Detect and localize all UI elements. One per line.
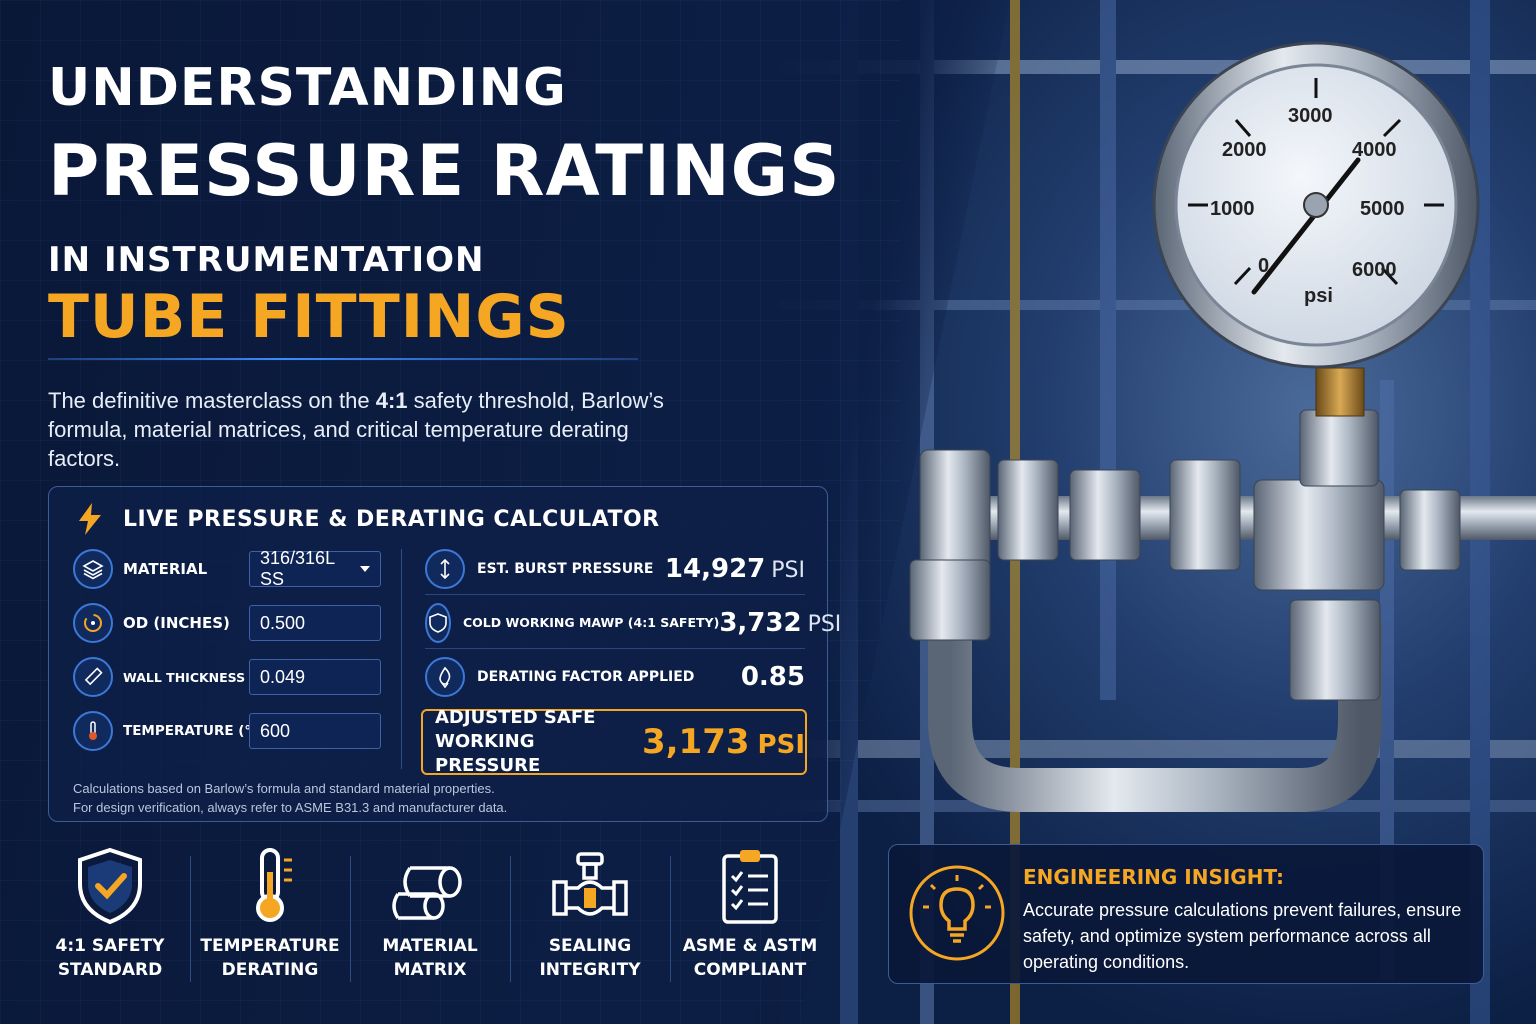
feature-safety-line2: STANDARD bbox=[57, 960, 163, 980]
feature-sealing-line1: SEALING bbox=[548, 936, 632, 956]
burst-pressure-row: EST. BURST PRESSURE 14,927 PSI bbox=[425, 543, 805, 595]
insight-title: ENGINEERING INSIGHT: bbox=[1023, 865, 1285, 889]
subtitle-before: The definitive masterclass on the bbox=[48, 388, 376, 413]
feature-asme-astm: ASME & ASTM COMPLIANT bbox=[670, 846, 830, 996]
gauge-label-4000: 4000 bbox=[1352, 139, 1397, 161]
temperature-label: TEMPERATURE (°F) bbox=[123, 723, 267, 739]
footnote-line-1: Calculations based on Barlow’s formula a… bbox=[73, 781, 495, 796]
calculator-footnote: Calculations based on Barlow’s formula a… bbox=[73, 779, 507, 817]
derating-factor-label: DERATING FACTOR APPLIED bbox=[477, 669, 695, 685]
gauge-unit: psi bbox=[1304, 285, 1333, 307]
feature-asme-line1: ASME & ASTM bbox=[682, 936, 818, 956]
feature-material-label: MATERIAL MATRIX bbox=[382, 934, 477, 982]
feature-safety-label: 4:1 SAFETY STANDARD bbox=[56, 934, 165, 982]
wall-thickness-label: WALL THICKNESS (IN.) bbox=[123, 669, 281, 685]
title-line-3: IN INSTRUMENTATION bbox=[48, 240, 485, 280]
feature-asme-label: ASME & ASTM COMPLIANT bbox=[683, 934, 818, 982]
feature-sealing-integrity: SEALING INTEGRITY bbox=[510, 846, 670, 996]
feature-temperature-derating: TEMPERATURE DERATING bbox=[190, 846, 350, 996]
thermometer-icon bbox=[256, 848, 292, 922]
gauge-label-0: 0 bbox=[1258, 255, 1269, 277]
chevron-down-icon bbox=[360, 566, 370, 572]
od-value: 0.500 bbox=[260, 612, 306, 633]
tubes-icon bbox=[392, 866, 462, 920]
feature-strip: 4:1 SAFETY STANDARD TEMPERATURE DERATING M… bbox=[30, 846, 830, 996]
adjusted-pressure-value: 3,173 PSI bbox=[642, 722, 805, 762]
adjusted-pressure-unit: PSI bbox=[757, 730, 805, 760]
material-value: 316/316L SS bbox=[260, 548, 335, 589]
shield-check-icon bbox=[78, 847, 142, 925]
temperature-input[interactable]: 600 bbox=[249, 713, 381, 749]
cold-mawp-row: COLD WORKING MAWP (4:1 SAFETY) 3,732 PSI bbox=[425, 597, 841, 649]
feature-sealing-line2: INTEGRITY bbox=[539, 960, 641, 980]
wall-thickness-row: WALL THICKNESS (IN.) 0.049 bbox=[73, 657, 381, 697]
lightbulb-icon bbox=[909, 865, 1005, 961]
derating-factor-row: DERATING FACTOR APPLIED 0.85 bbox=[425, 651, 805, 703]
gauge-label-3000: 3000 bbox=[1288, 105, 1333, 127]
feature-material-line2: MATRIX bbox=[393, 960, 467, 980]
burst-pressure-label: EST. BURST PRESSURE bbox=[477, 560, 654, 577]
pressure-calculator: LIVE PRESSURE & DERATING CALCULATOR MATE… bbox=[48, 486, 841, 822]
material-row: MATERIAL 316/316L SS bbox=[73, 548, 381, 589]
gauge-needle bbox=[1251, 157, 1361, 295]
calculator-title: LIVE PRESSURE & DERATING CALCULATOR bbox=[123, 506, 660, 532]
pressure-arrows-icon bbox=[425, 548, 465, 589]
wall-thickness-value: 0.049 bbox=[260, 666, 306, 687]
feature-asme-line2: COMPLIANT bbox=[693, 960, 807, 980]
insight-body: Accurate pressure calculations prevent f… bbox=[1023, 900, 1462, 972]
burst-pressure-number: 14,927 bbox=[664, 553, 766, 584]
footnote-line-2: For design verification, always refer to… bbox=[73, 800, 508, 815]
burst-pressure-unit: PSI bbox=[771, 557, 805, 583]
cold-mawp-unit: PSI bbox=[807, 611, 842, 637]
engineering-insight-card: ENGINEERING INSIGHT: Accurate pressure c… bbox=[888, 844, 1484, 984]
adjusted-pressure-result: ADJUSTED SAFE WORKING PRESSURE 3,173 PSI bbox=[421, 707, 807, 776]
temperature-value: 600 bbox=[260, 720, 291, 741]
title-line-1: UNDERSTANDING bbox=[48, 58, 567, 118]
shield-check-icon bbox=[425, 602, 451, 643]
gauge-label-1000: 1000 bbox=[1210, 198, 1255, 220]
thermometer-icon bbox=[73, 711, 113, 751]
subtitle-after: safety threshold, Barlow’s formula, mate… bbox=[48, 388, 664, 471]
feature-temperature-line2: DERATING bbox=[221, 960, 319, 980]
circle-gauge-icon bbox=[73, 603, 113, 643]
adjusted-pressure-number: 3,173 bbox=[641, 722, 750, 762]
feature-temperature-line1: TEMPERATURE bbox=[200, 936, 340, 956]
ruler-icon bbox=[73, 657, 113, 697]
cold-mawp-label: COLD WORKING MAWP (4:1 SAFETY) bbox=[463, 615, 720, 630]
cold-mawp-value: 3,732 PSI bbox=[719, 608, 841, 638]
lightning-bolt-icon bbox=[79, 503, 101, 535]
clipboard-checklist-icon bbox=[722, 850, 778, 924]
cold-mawp-number: 3,732 bbox=[719, 607, 802, 638]
title-line-2: PRESSURE RATINGS bbox=[48, 130, 841, 212]
layers-icon bbox=[73, 549, 113, 589]
gauge-label-5000: 5000 bbox=[1360, 198, 1405, 220]
subtitle: The definitive masterclass on the 4:1 sa… bbox=[48, 386, 668, 473]
valve-icon bbox=[552, 852, 628, 916]
wall-thickness-input[interactable]: 0.049 bbox=[249, 659, 381, 695]
calculator-header: LIVE PRESSURE & DERATING CALCULATOR bbox=[77, 503, 660, 535]
material-label: MATERIAL bbox=[123, 560, 208, 578]
feature-safety-line1: 4:1 SAFETY bbox=[55, 936, 165, 956]
od-row: OD (INCHES) 0.500 bbox=[73, 603, 381, 643]
feature-material-line1: MATERIAL bbox=[382, 936, 478, 956]
derating-factor-value: 0.85 bbox=[740, 662, 805, 692]
title-line-4: TUBE FITTINGS bbox=[48, 282, 570, 352]
feature-safety-standard: 4:1 SAFETY STANDARD bbox=[30, 846, 190, 996]
adjusted-pressure-label: ADJUSTED SAFE WORKING PRESSURE bbox=[435, 707, 596, 776]
feature-material-matrix: MATERIAL MATRIX bbox=[350, 846, 510, 996]
od-label: OD (INCHES) bbox=[123, 614, 230, 632]
material-select[interactable]: 316/316L SS bbox=[249, 548, 381, 589]
burst-pressure-value: 14,927 PSI bbox=[665, 554, 805, 584]
gauge-label-2000: 2000 bbox=[1222, 139, 1267, 161]
temperature-row: TEMPERATURE (°F) 600 bbox=[73, 711, 381, 751]
calculator-divider bbox=[401, 549, 402, 769]
flame-down-icon bbox=[425, 657, 465, 697]
subtitle-bold: 4:1 bbox=[375, 388, 408, 413]
title-divider bbox=[48, 358, 638, 360]
od-input[interactable]: 0.500 bbox=[249, 605, 381, 641]
feature-temperature-label: TEMPERATURE DERATING bbox=[200, 934, 339, 982]
feature-sealing-label: SEALING INTEGRITY bbox=[539, 934, 640, 982]
gauge-label-6000: 6000 bbox=[1352, 259, 1397, 281]
